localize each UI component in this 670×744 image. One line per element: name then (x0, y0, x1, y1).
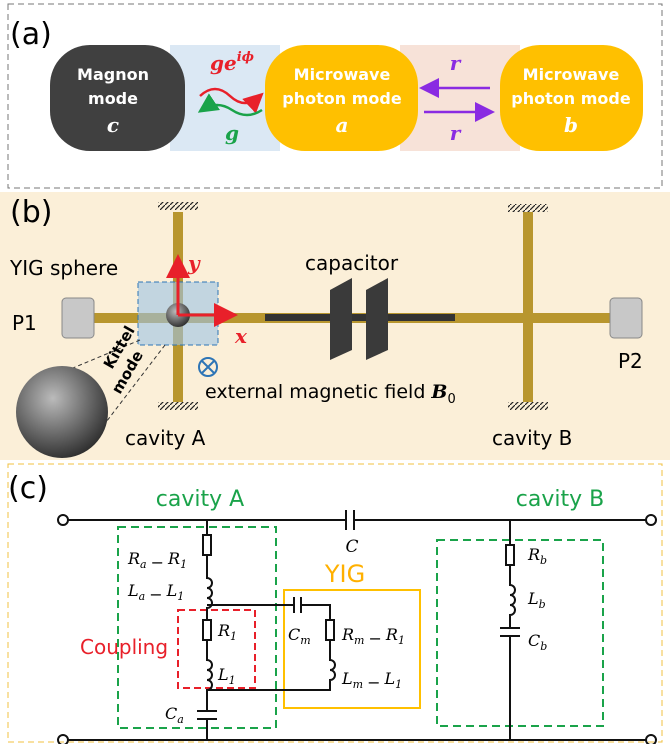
subscript: m (353, 678, 363, 691)
coupling-base: ge (210, 51, 237, 75)
symbol: L (166, 581, 178, 600)
stripline-gap (265, 314, 455, 321)
node-symbol: c (107, 113, 119, 137)
ground (158, 402, 198, 410)
subscript: b (539, 598, 546, 611)
subscript: 1 (398, 634, 405, 647)
capacitor-label: C (345, 537, 358, 557)
ground (508, 402, 548, 410)
port (62, 298, 94, 338)
node-symbol: b (564, 113, 578, 137)
yig-label: YIG (324, 560, 365, 588)
symbol: R (167, 549, 180, 568)
node-text: Magnon (77, 65, 149, 84)
coupling-sup: iϕ (237, 50, 254, 65)
symbol: R (341, 625, 354, 644)
coupling-label: r (450, 51, 462, 75)
coupling-base: r (450, 51, 462, 75)
operator: − (367, 673, 380, 692)
capacitor-plate (330, 278, 352, 360)
panel-label: (a) (10, 17, 52, 52)
node-text: mode (88, 89, 138, 108)
symbol: R (127, 549, 140, 568)
panel-label: (c) (8, 471, 48, 506)
capacitor-label: capacitor (305, 251, 399, 275)
coupling-label: Coupling (80, 635, 168, 659)
subscript: 1 (230, 630, 237, 643)
cavity-label: cavity B (492, 426, 572, 450)
axis-label: x (234, 324, 248, 348)
node-text: Microwave (523, 65, 620, 84)
cavity-label: cavity B (516, 487, 604, 512)
symbol: C (528, 631, 540, 650)
ground (158, 202, 198, 210)
subscript: a (139, 590, 146, 603)
port-label: P2 (618, 349, 643, 373)
coupling-label: r (450, 121, 462, 145)
subscript: b (540, 554, 547, 567)
operator: − (151, 553, 164, 572)
symbol: C (288, 625, 300, 644)
operator: − (368, 629, 381, 648)
ground (508, 204, 548, 212)
symbol: C (165, 704, 177, 723)
symbol: L (341, 669, 353, 688)
panel-label: (b) (10, 195, 52, 230)
node-text: photon mode (282, 89, 402, 108)
subscript: a (140, 558, 147, 571)
symbol: L (217, 665, 229, 684)
port-label: P1 (12, 311, 37, 335)
node-text: Microwave (294, 65, 391, 84)
subscript: m (354, 634, 364, 647)
field-symbol: B (430, 381, 447, 403)
yig-label: YIG sphere (9, 256, 118, 280)
port (610, 298, 642, 338)
subscript: 1 (177, 590, 184, 603)
cavity-label: cavity A (156, 487, 244, 512)
cavity-label: cavity A (125, 426, 206, 450)
node-symbol: a (336, 113, 349, 137)
field-subscript: 0 (447, 392, 455, 407)
symbol: R (385, 625, 398, 644)
subscript: b (540, 640, 547, 653)
coupling-base: g (225, 121, 239, 145)
coupling-label: g (225, 121, 239, 145)
stub (523, 212, 533, 402)
symbol: R (217, 621, 230, 640)
coupling-base: r (450, 121, 462, 145)
capacitor-plate (366, 278, 388, 360)
kittel-sphere (16, 366, 108, 458)
symbol: L (127, 581, 139, 600)
subscript: a (177, 713, 184, 726)
node-text: photon mode (511, 89, 631, 108)
subscript: 1 (180, 558, 187, 571)
symbol: L (383, 669, 395, 688)
subscript: 1 (229, 674, 236, 687)
operator: − (149, 585, 162, 604)
symbol: L (527, 589, 539, 608)
subscript: 1 (395, 678, 402, 691)
symbol: R (527, 545, 540, 564)
field-text: external magnetic field (205, 381, 431, 403)
figure: (a) Magnon mode c Microwave photon mode a Micr… (0, 0, 670, 744)
subscript: m (300, 634, 310, 647)
axis-label: y (187, 251, 201, 275)
